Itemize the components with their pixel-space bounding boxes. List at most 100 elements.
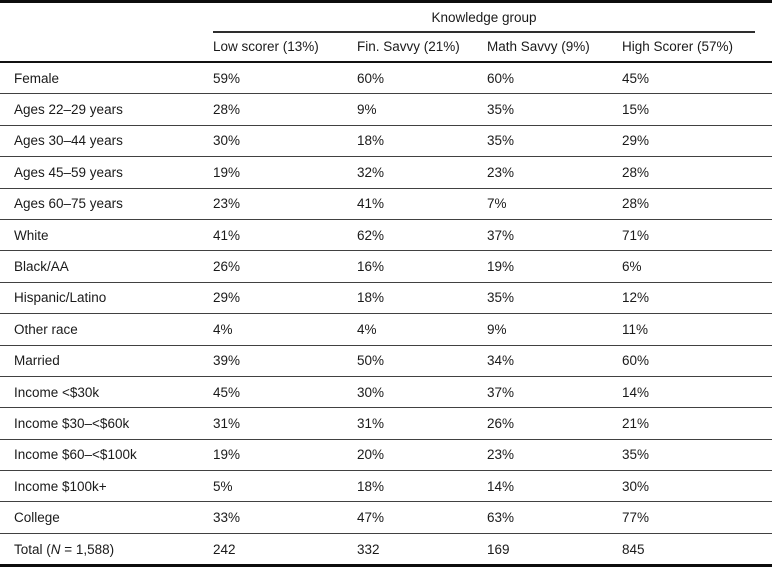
spanner-row: Knowledge group xyxy=(0,2,772,34)
cell-value: 5% xyxy=(213,470,357,503)
table-row: Ages 45–59 years 19% 32% 23% 28% xyxy=(0,156,772,189)
table-row: Income $60–<$100k 19% 20% 23% 35% xyxy=(0,439,772,472)
cell-value: 14% xyxy=(622,376,772,409)
cell-value: 35% xyxy=(622,439,772,472)
cell-value: 4% xyxy=(357,313,487,346)
row-label: Hispanic/Latino xyxy=(0,282,213,315)
row-label: College xyxy=(0,501,213,534)
table-row: Total (N = 1,588) 242 332 169 845 xyxy=(0,533,772,567)
cell-value: 19% xyxy=(213,156,357,189)
cell-value: 28% xyxy=(622,156,772,189)
cell-value: 39% xyxy=(213,345,357,377)
cell-value: 6% xyxy=(622,250,772,283)
cell-value: 16% xyxy=(357,250,487,283)
cell-value: 33% xyxy=(213,501,357,534)
row-label: Income $100k+ xyxy=(0,470,213,503)
col-header-high-scorer: High Scorer (57%) xyxy=(622,33,772,63)
spanner-header-cell: Knowledge group xyxy=(213,2,772,33)
table-row: Other race 4% 4% 9% 11% xyxy=(0,313,772,346)
cell-value: 4% xyxy=(213,313,357,346)
cell-value: 242 xyxy=(213,533,357,567)
table-row: Married 39% 50% 34% 60% xyxy=(0,345,772,377)
cell-value: 34% xyxy=(487,345,622,377)
cell-value: 28% xyxy=(622,188,772,220)
col-header-math-savvy: Math Savvy (9%) xyxy=(487,33,622,63)
cell-value: 20% xyxy=(357,439,487,472)
table-row: Ages 30–44 years 30% 18% 35% 29% xyxy=(0,125,772,158)
cell-value: 9% xyxy=(357,93,487,126)
table-row: Ages 60–75 years 23% 41% 7% 28% xyxy=(0,188,772,220)
cell-value: 15% xyxy=(622,93,772,126)
row-label: Ages 30–44 years xyxy=(0,125,213,158)
table-row: White 41% 62% 37% 71% xyxy=(0,219,772,252)
cell-value: 30% xyxy=(213,125,357,158)
row-label: Income <$30k xyxy=(0,376,213,409)
table-row: Income <$30k 45% 30% 37% 14% xyxy=(0,376,772,409)
cell-value: 32% xyxy=(357,156,487,189)
cell-value: 26% xyxy=(487,407,622,440)
table-row: Income $100k+ 5% 18% 14% 30% xyxy=(0,470,772,503)
cell-value: 18% xyxy=(357,125,487,158)
cell-value: 21% xyxy=(622,407,772,440)
table-row: Female 59% 60% 60% 45% xyxy=(0,62,772,95)
cell-value: 63% xyxy=(487,501,622,534)
cell-value: 35% xyxy=(487,282,622,315)
cell-value: 35% xyxy=(487,125,622,158)
cell-value: 60% xyxy=(487,62,622,95)
row-label: Ages 22–29 years xyxy=(0,93,213,126)
row-label: Income $30–<$60k xyxy=(0,407,213,440)
row-label: Income $60–<$100k xyxy=(0,439,213,472)
row-label: Married xyxy=(0,345,213,377)
cell-value: 11% xyxy=(622,313,772,346)
cell-value: 23% xyxy=(213,188,357,220)
table-body: Female 59% 60% 60% 45% Ages 22–29 years 28% 9% 3… xyxy=(0,62,772,567)
cell-value: 45% xyxy=(622,62,772,95)
row-label: Ages 60–75 years xyxy=(0,188,213,220)
cell-value: 62% xyxy=(357,219,487,252)
cell-value: 30% xyxy=(357,376,487,409)
cell-value: 31% xyxy=(357,407,487,440)
cell-value: 47% xyxy=(357,501,487,534)
row-label: Black/AA xyxy=(0,250,213,283)
cell-value: 12% xyxy=(622,282,772,315)
spanner-stub-cell xyxy=(0,2,213,34)
cell-value: 23% xyxy=(487,156,622,189)
table-row: Black/AA 26% 16% 19% 6% xyxy=(0,250,772,283)
cell-value: 845 xyxy=(622,533,772,567)
cell-value: 169 xyxy=(487,533,622,567)
cell-value: 60% xyxy=(622,345,772,377)
cell-value: 7% xyxy=(487,188,622,220)
cell-value: 35% xyxy=(487,93,622,126)
table-row: Ages 22–29 years 28% 9% 35% 15% xyxy=(0,93,772,126)
cell-value: 29% xyxy=(622,125,772,158)
cell-value: 50% xyxy=(357,345,487,377)
cell-value: 332 xyxy=(357,533,487,567)
cell-value: 37% xyxy=(487,376,622,409)
table-row: College 33% 47% 63% 77% xyxy=(0,501,772,534)
cell-value: 28% xyxy=(213,93,357,126)
column-header-stub-cell xyxy=(0,33,213,63)
row-label: Ages 45–59 years xyxy=(0,156,213,189)
col-header-fin-savvy: Fin. Savvy (21%) xyxy=(357,33,487,63)
cell-value: 77% xyxy=(622,501,772,534)
col-header-low-scorer: Low scorer (13%) xyxy=(213,33,357,63)
cell-value: 41% xyxy=(213,219,357,252)
cell-value: 14% xyxy=(487,470,622,503)
row-label-part: Total ( xyxy=(14,541,51,557)
table-row: Income $30–<$60k 31% 31% 26% 21% xyxy=(0,407,772,440)
cell-value: 18% xyxy=(357,282,487,315)
cell-value: 45% xyxy=(213,376,357,409)
cell-value: 26% xyxy=(213,250,357,283)
row-label-part: = 1,588) xyxy=(60,541,115,557)
cell-value: 59% xyxy=(213,62,357,95)
cell-value: 41% xyxy=(357,188,487,220)
cell-value: 19% xyxy=(487,250,622,283)
knowledge-group-label: Knowledge group xyxy=(213,3,756,33)
row-label-part: N xyxy=(50,541,61,557)
cell-value: 19% xyxy=(213,439,357,472)
row-label: Female xyxy=(0,62,213,95)
column-header-row: Low scorer (13%) Fin. Savvy (21%) Math S… xyxy=(0,33,772,63)
cell-value: 71% xyxy=(622,219,772,252)
cell-value: 23% xyxy=(487,439,622,472)
